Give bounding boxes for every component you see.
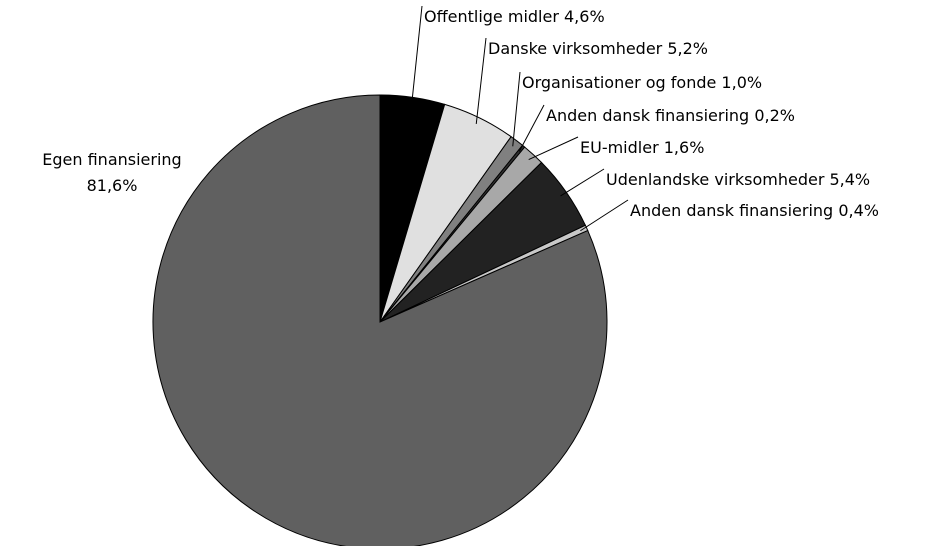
- slice-label: Organisationer og fonde 1,0%: [522, 73, 762, 92]
- slice-value: 81,6%: [87, 176, 138, 195]
- slice-label: Danske virksomheder 5,2%: [488, 39, 708, 58]
- slice-value: 1,6%: [664, 138, 705, 157]
- slice-name: Anden dansk finansiering: [630, 201, 833, 220]
- pie-slice: [152, 94, 608, 546]
- slice-value: 0,4%: [838, 201, 879, 220]
- leader-line: [528, 136, 579, 161]
- slice-name: Organisationer og fonde: [522, 73, 716, 92]
- slice-value: 5,2%: [667, 39, 708, 58]
- slice-value: 1,0%: [721, 73, 762, 92]
- slice-label: Anden dansk finansiering 0,4%: [630, 201, 879, 220]
- slice-name: Anden dansk finansiering: [546, 106, 749, 125]
- slice-name: EU-midler: [580, 138, 659, 157]
- leader-line: [512, 71, 521, 147]
- slice-value: 0,2%: [754, 106, 795, 125]
- slice-label: EU-midler 1,6%: [580, 138, 704, 157]
- slice-name: Udenlandske virksomheder: [606, 170, 825, 189]
- slice-name: Egen finansiering: [42, 150, 181, 169]
- slice-label: Offentlige midler 4,6%: [424, 7, 605, 26]
- leader-line: [475, 37, 487, 125]
- slice-value: 5,4%: [829, 170, 870, 189]
- slice-value: 4,6%: [564, 7, 605, 26]
- leader-line: [411, 5, 423, 105]
- leader-line: [580, 199, 629, 232]
- slice-label: Udenlandske virksomheder 5,4%: [606, 170, 870, 189]
- slice-name: Danske virksomheder: [488, 39, 663, 58]
- leader-line: [560, 168, 605, 197]
- slice-name: Offentlige midler: [424, 7, 559, 26]
- leader-line: [518, 104, 545, 152]
- slice-label: Anden dansk finansiering 0,2%: [546, 106, 795, 125]
